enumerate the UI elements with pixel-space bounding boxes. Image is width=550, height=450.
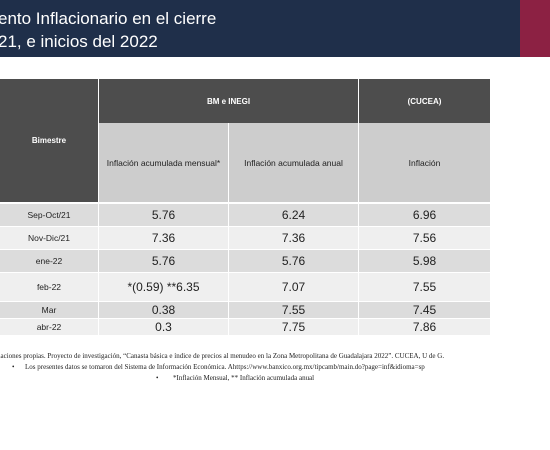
cell-mensual: 7.36 [99, 227, 229, 249]
cell-cucea: 7.55 [359, 273, 490, 301]
cell-anual: 6.24 [229, 204, 359, 226]
cell-cucea: 7.56 [359, 227, 490, 249]
cell-mensual: 5.76 [99, 250, 229, 272]
footnote-source: naciones propias. Proyecto de investigac… [0, 352, 445, 360]
cell-period: Mar [0, 302, 99, 318]
cell-period: abr-22 [0, 319, 99, 335]
cell-mensual: 0.3 [99, 319, 229, 335]
header-bimestre-label: Bimestre [31, 136, 67, 145]
cell-mensual: 0.38 [99, 302, 229, 318]
table-row: Nov-Dic/21 7.36 7.36 7.56 [0, 227, 490, 249]
cell-anual: 7.36 [229, 227, 359, 249]
header-mensual-label: Inflación acumulada mensual* [106, 157, 221, 168]
footnote-bullet: • [156, 374, 159, 382]
table-row: feb-22 *(0.59) **6.35 7.07 7.55 [0, 273, 490, 301]
cell-anual: 7.75 [229, 319, 359, 335]
header-anual: Inflación acumulada anual [229, 123, 359, 202]
cell-anual: 7.55 [229, 302, 359, 318]
table-row: abr-22 0.3 7.75 7.86 [0, 319, 490, 335]
footnote-legend: *Inflación Mensual, ** Inflación acumula… [173, 374, 315, 382]
footnote-bullet: • [12, 363, 15, 371]
cell-period: Sep-Oct/21 [0, 204, 99, 226]
header-group-cucea-label: (CUCEA) [407, 96, 442, 106]
cell-cucea: 6.96 [359, 204, 490, 226]
header-group-cucea: (CUCEA) [359, 79, 490, 123]
header-anual-label: Inflación acumulada anual [244, 157, 343, 168]
cell-anual: 7.07 [229, 273, 359, 301]
page-title-line-1: ento Inflacionario en el cierre [0, 9, 217, 28]
page-title-line-2: 21, e inicios del 2022 [0, 32, 158, 51]
title-accent-block [520, 0, 550, 57]
cell-mensual: 5.76 [99, 204, 229, 226]
cell-period: feb-22 [0, 273, 99, 301]
header-bimestre: Bimestre [0, 79, 99, 202]
cell-period: Nov-Dic/21 [0, 227, 99, 249]
cell-mensual: *(0.59) **6.35 [99, 273, 229, 301]
table-row: ene-22 5.76 5.76 5.98 [0, 250, 490, 272]
header-inflacion: Inflación [359, 123, 490, 202]
cell-cucea: 7.86 [359, 319, 490, 335]
header-inflacion-label: Inflación [408, 157, 441, 168]
header-group-inegi-label: BM e INEGI [206, 96, 251, 106]
cell-cucea: 5.98 [359, 250, 490, 272]
table-row: Mar 0.38 7.55 7.45 [0, 302, 490, 318]
header-mensual: Inflación acumulada mensual* [99, 123, 229, 202]
footnote-data-origin: Los presentes datos se tomaron del Siste… [25, 363, 425, 371]
cell-cucea: 7.45 [359, 302, 490, 318]
cell-anual: 5.76 [229, 250, 359, 272]
table-row: Sep-Oct/21 5.76 6.24 6.96 [0, 204, 490, 226]
title-banner: ento Inflacionario en el cierre 21, e in… [0, 0, 520, 57]
header-group-inegi: BM e INEGI [99, 79, 359, 123]
cell-period: ene-22 [0, 250, 99, 272]
